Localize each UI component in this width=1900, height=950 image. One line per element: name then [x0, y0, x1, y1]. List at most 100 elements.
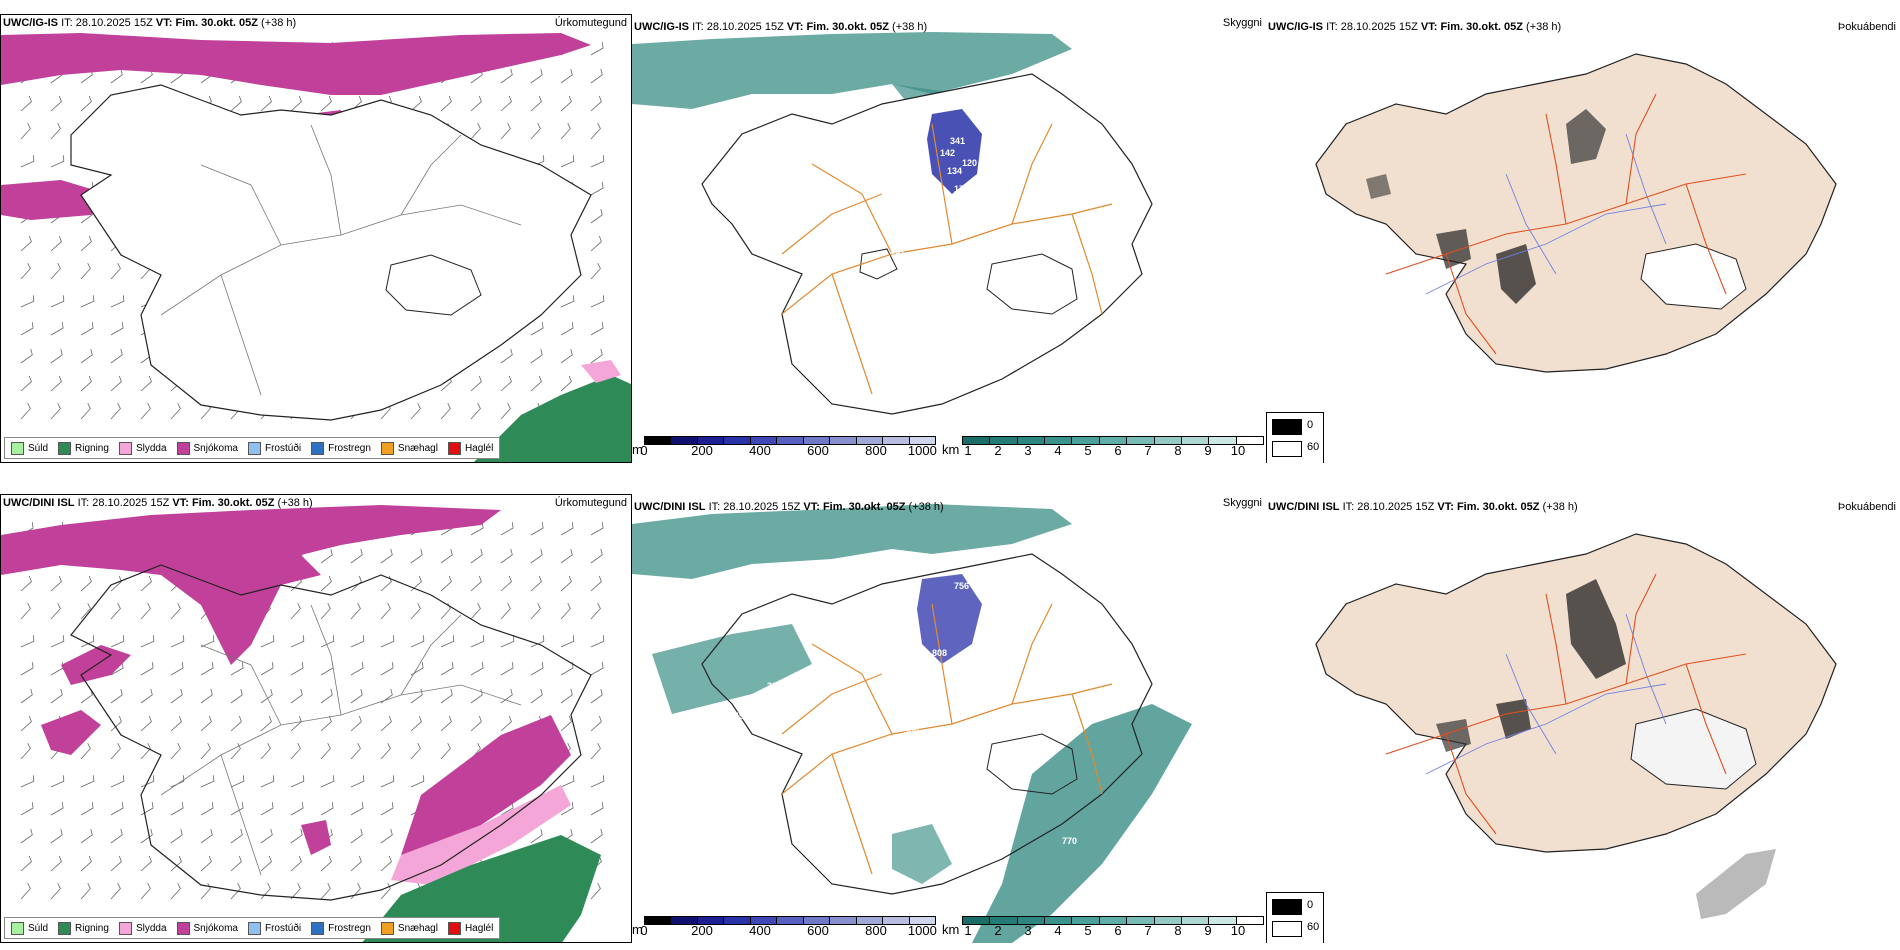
wind-barb: [380, 575, 392, 592]
wind-barb: [80, 235, 92, 252]
wind-barb: [110, 883, 121, 900]
legend-label: Frostregn: [328, 922, 371, 934]
cbar-tick: 3: [1024, 923, 1032, 938]
glacier-outline-row1: [385, 254, 482, 316]
it-value: 28.10.2025 15Z: [723, 501, 801, 513]
cloud-label: 134: [947, 166, 962, 176]
wind-barb: [410, 775, 425, 788]
cloud-title-row2: Skyggni: [1222, 497, 1262, 509]
legend-swatch: [447, 441, 461, 455]
wind-barb: [140, 635, 155, 648]
snow-area-north-row2: [1, 505, 501, 665]
sleet-area-se-row2: [391, 785, 571, 885]
iceland-outline-row1: [70, 84, 592, 421]
wind-barb: [590, 322, 604, 336]
wind-barb: [500, 715, 512, 732]
wind-barb: [80, 883, 91, 900]
it-value: 28.10.2025 15Z: [1340, 21, 1418, 33]
wind-barb: [500, 662, 514, 676]
vt-label: VT:: [803, 501, 820, 513]
wind-barb: [200, 828, 213, 844]
wind-barb: [230, 802, 244, 816]
wind-barb: [470, 688, 483, 704]
wind-barb: [50, 235, 62, 252]
wind-barb: [20, 603, 31, 620]
fog-dark-area-row2: [1566, 579, 1626, 679]
wind-barb: [410, 403, 421, 420]
wind-barb: [560, 635, 575, 648]
fog-sea-area-row2: [1696, 849, 1776, 919]
wind-barb: [350, 855, 362, 872]
wind-barb: [200, 802, 214, 816]
legend-item-haglel: Haglél: [447, 441, 493, 455]
wind-barb: [20, 348, 33, 364]
cloud-header-row1: UWC/IG-IS IT: 28.10.2025 15Z VT: Fim. 30…: [634, 20, 927, 34]
lead-time: (+38 h): [1542, 501, 1578, 513]
wind-barb: [590, 635, 605, 648]
snow-area-north-row1: [1, 33, 591, 95]
fog-header-row2: UWC/DINI ISL IT: 28.10.2025 15Z VT: Fim.…: [1268, 500, 1578, 514]
wind-barb: [80, 743, 91, 760]
wind-barb: [110, 68, 123, 84]
wind-barb: [80, 322, 94, 336]
vt-label: VT:: [1420, 21, 1438, 33]
wind-barb: [320, 883, 331, 900]
visibility-area-south-row2: [892, 824, 952, 884]
precip-map-row1: [1, 33, 631, 462]
fog-title-row1: Þokuábendi: [1837, 21, 1896, 33]
legend-label: Haglél: [464, 922, 494, 934]
precip-panel-row1: UWC/IG-IS IT: 28.10.2025 15Z VT: Fim. 30…: [0, 14, 632, 463]
legend-swatch: [247, 441, 261, 455]
wind-barb: [350, 688, 363, 704]
wind-barb: [260, 688, 273, 704]
visibility-area-north-row2: [632, 504, 1072, 579]
fog-legend-row1: 0 60: [1266, 412, 1324, 463]
wind-barb: [200, 688, 213, 704]
wind-barb: [20, 688, 33, 704]
wind-barb: [20, 575, 32, 592]
wind-barb: [350, 828, 363, 844]
cloud-label: 170: [954, 184, 969, 194]
iceland-land-row2: [1315, 533, 1837, 853]
wind-barb: [20, 95, 32, 112]
wind-barb: [320, 802, 334, 816]
wind-barb: [110, 322, 124, 336]
cloud-base-area-row2: [917, 574, 982, 664]
wind-barb: [500, 688, 513, 704]
wind-barb: [140, 743, 151, 760]
lead-time: (+38 h): [1526, 21, 1562, 33]
wind-barb: [170, 883, 181, 900]
legend-item-rigning: Rigning: [58, 921, 109, 935]
legend-item-frostudi: Frostúði: [247, 441, 301, 455]
model-name: UWC/IG-IS: [3, 17, 58, 29]
wind-barb: [290, 95, 302, 112]
precip-header-row1: UWC/IG-IS IT: 28.10.2025 15Z VT: Fim. 30…: [3, 16, 296, 30]
vt-value: Fim. 30.okt. 05Z: [1456, 501, 1540, 513]
wind-barb: [110, 828, 123, 844]
wind-barb: [320, 95, 332, 112]
wind-barb: [350, 575, 362, 592]
legend-swatch: [247, 921, 261, 935]
wind-barb: [590, 828, 603, 844]
wind-barb: [170, 403, 181, 420]
wind-barb: [410, 95, 422, 112]
legend-swatch: [311, 921, 325, 935]
legend-label: Slydda: [135, 442, 167, 454]
wind-barb: [50, 295, 65, 308]
wind-barb: [470, 635, 485, 648]
wind-barb: [590, 743, 601, 760]
wind-barb: [50, 575, 62, 592]
legend-label: Súld: [28, 442, 49, 454]
wind-barb: [260, 802, 274, 816]
wind-barb: [50, 123, 61, 140]
model-name: UWC/IG-IS: [1268, 21, 1323, 33]
wind-barb: [80, 802, 94, 816]
wind-barb: [50, 375, 62, 392]
legend-swatch: [58, 921, 72, 935]
cloud-label: 282: [782, 601, 797, 611]
fog-dark-area3-row1: [1436, 229, 1471, 269]
cloud-label: 245: [777, 561, 792, 571]
legend-swatch: [118, 921, 132, 935]
wind-barb: [560, 575, 572, 592]
fog-dark-area2-row1: [1496, 244, 1536, 304]
